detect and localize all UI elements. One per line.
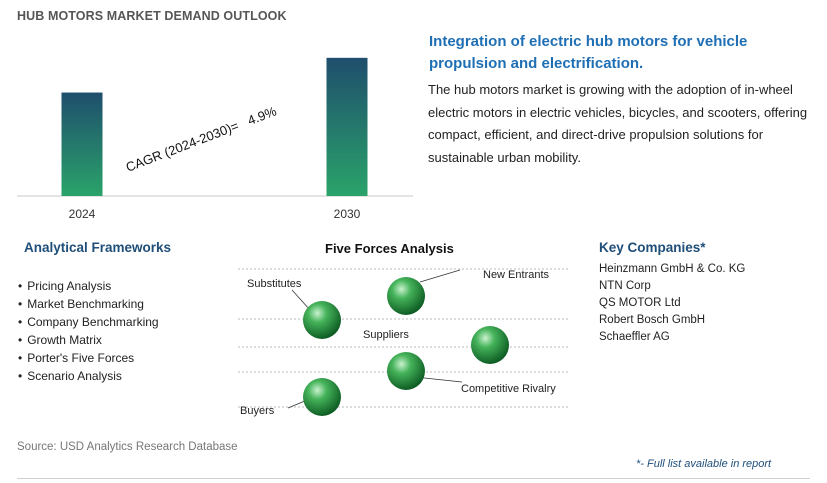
five-forces-diagram: Substitutes New Entrants Suppliers Compe… bbox=[238, 268, 568, 417]
footnote: *- Full list available in report bbox=[636, 458, 772, 470]
sphere-icon bbox=[387, 277, 425, 315]
sphere-icon bbox=[303, 301, 341, 339]
chart-title: HUB MOTORS MARKET DEMAND OUTLOOK bbox=[17, 9, 287, 23]
force-label-new-entrants: New Entrants bbox=[483, 269, 550, 281]
bar-2024 bbox=[61, 92, 103, 196]
list-item: QS MOTOR Ltd bbox=[599, 297, 681, 309]
sphere-icon bbox=[471, 326, 509, 364]
force-label-competitive-rivalry: Competitive Rivalry bbox=[461, 383, 556, 395]
bar-2030 bbox=[326, 57, 368, 196]
bottom-divider bbox=[17, 478, 810, 479]
list-item: Scenario Analysis bbox=[18, 367, 159, 385]
bar-chart: 2024 2030 CAGR (2024-2030)= 4.9% bbox=[17, 57, 413, 221]
cagr-annotation: CAGR (2024-2030)= 4.9% bbox=[124, 103, 279, 175]
sphere-icon bbox=[303, 378, 341, 416]
source-note: Source: USD Analytics Research Database bbox=[17, 441, 238, 453]
frameworks-list: Pricing Analysis Market Benchmarking Com… bbox=[18, 277, 159, 385]
description: The hub motors market is growing with th… bbox=[428, 82, 808, 165]
x-tick-label-2024: 2024 bbox=[69, 207, 96, 221]
list-item: Porter's Five Forces bbox=[18, 349, 159, 367]
force-label-buyers: Buyers bbox=[240, 405, 275, 417]
connector-line bbox=[291, 289, 311, 311]
list-item: Pricing Analysis bbox=[18, 277, 159, 295]
list-item: Market Benchmarking bbox=[18, 295, 159, 313]
connector-line bbox=[419, 269, 461, 283]
list-item: NTN Corp bbox=[599, 280, 651, 292]
companies-title: Key Companies* bbox=[599, 240, 706, 255]
list-item: Heinzmann GmbH & Co. KG bbox=[599, 263, 746, 275]
force-label-substitutes: Substitutes bbox=[247, 278, 302, 290]
five-forces-title: Five Forces Analysis bbox=[325, 241, 454, 256]
headline: Integration of electric hub motors for v… bbox=[429, 33, 748, 72]
x-tick-label-2030: 2030 bbox=[334, 207, 361, 221]
sphere-icon bbox=[387, 352, 425, 390]
list-item: Growth Matrix bbox=[18, 331, 159, 349]
force-label-suppliers: Suppliers bbox=[363, 329, 409, 341]
list-item: Robert Bosch GmbH bbox=[599, 314, 706, 326]
list-item: Schaeffler AG bbox=[599, 331, 670, 343]
companies-list: Heinzmann GmbH & Co. KG NTN Corp QS MOTO… bbox=[599, 261, 745, 346]
frameworks-title: Analytical Frameworks bbox=[24, 240, 172, 255]
list-item: Company Benchmarking bbox=[18, 313, 158, 331]
